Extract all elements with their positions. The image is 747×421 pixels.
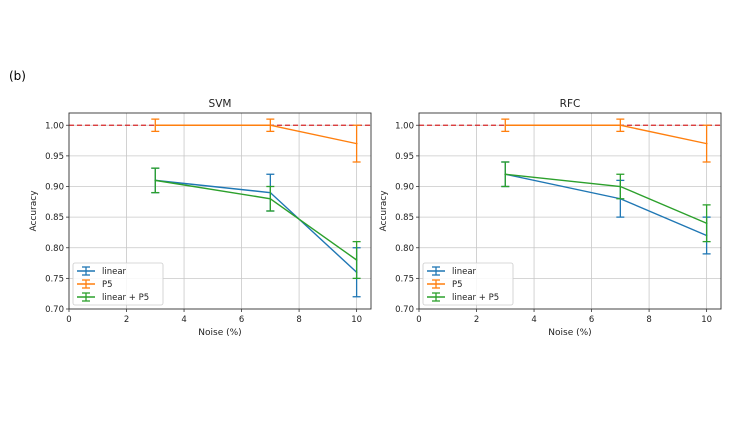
series-line-linear (155, 179, 358, 273)
data-point (269, 197, 272, 200)
chart-panel-svm: 0 2 4 6 8 10 0.70 0.75 0.80 0.85 0.90 0.95 1.00 SVM No… (29, 98, 372, 338)
x-tick-label: 8 (646, 315, 651, 325)
series-line-p5 (155, 124, 357, 145)
y-tick-label: 0.85 (45, 213, 64, 223)
legend-label: linear + P5 (102, 293, 149, 303)
y-tick-label: 0.95 (45, 152, 64, 162)
y-tick-label: 0.95 (395, 152, 414, 162)
x-tick-label: 4 (181, 315, 186, 325)
data-point (269, 124, 272, 127)
y-tick-label: 0.90 (395, 183, 414, 193)
legend-label: linear (102, 267, 127, 277)
data-point (619, 185, 622, 188)
y-tick-label: 1.00 (45, 121, 64, 131)
x-tick-label: 0 (416, 315, 421, 325)
y-tick-label: 0.90 (45, 183, 64, 193)
data-point (154, 179, 157, 182)
x-tick-label: 6 (239, 315, 244, 325)
chart-title: RFC (560, 98, 581, 110)
chart-panel-rfc: 0 2 4 6 8 10 0.70 0.75 0.80 0.85 0.90 0.95 1.00 RFC No… (379, 98, 722, 338)
x-tick-label: 8 (296, 315, 301, 325)
data-point (355, 259, 358, 261)
y-tick-label: 0.70 (395, 305, 414, 315)
y-tick-label: 0.70 (45, 305, 64, 315)
y-tick-label: 0.75 (395, 274, 414, 284)
y-tick-label: 0.75 (45, 274, 64, 284)
y-tick-label: 0.85 (395, 213, 414, 223)
y-axis-label: Accuracy (379, 190, 389, 232)
plot-frame (418, 112, 722, 310)
y-tick-label: 0.80 (395, 244, 414, 254)
legend-label: linear (452, 267, 477, 277)
x-axis-label: Noise (%) (548, 328, 591, 338)
x-tick-label: 2 (474, 315, 479, 325)
y-axis-label: Accuracy (29, 190, 39, 232)
data-point (504, 173, 507, 176)
series-line-linear (505, 173, 707, 237)
x-tick-label: 0 (66, 315, 71, 325)
data-point (355, 142, 358, 145)
x-tick-label: 10 (701, 315, 712, 325)
x-axis-label: Noise (%) (198, 328, 241, 338)
y-tick-label: 0.80 (45, 244, 64, 254)
legend-box (422, 262, 514, 306)
series-line-p5 (505, 124, 707, 145)
legend-label: P5 (452, 280, 463, 290)
legend-label: P5 (102, 280, 113, 290)
x-tick-label: 2 (124, 315, 129, 325)
data-point (705, 222, 708, 225)
x-tick-label: 6 (589, 315, 594, 325)
data-point (619, 124, 622, 127)
x-tick-label: 10 (351, 315, 362, 325)
series-line-linear-p5 (505, 173, 707, 224)
legend-box (72, 262, 164, 306)
chart-title: SVM (209, 98, 232, 110)
data-point (154, 124, 157, 127)
panel-label: (b) (9, 69, 26, 83)
data-point (705, 142, 708, 145)
legend-label: linear + P5 (452, 293, 499, 303)
data-point (504, 124, 507, 127)
x-tick-label: 4 (531, 315, 536, 325)
plot-frame (68, 112, 372, 310)
y-tick-label: 1.00 (395, 121, 414, 131)
